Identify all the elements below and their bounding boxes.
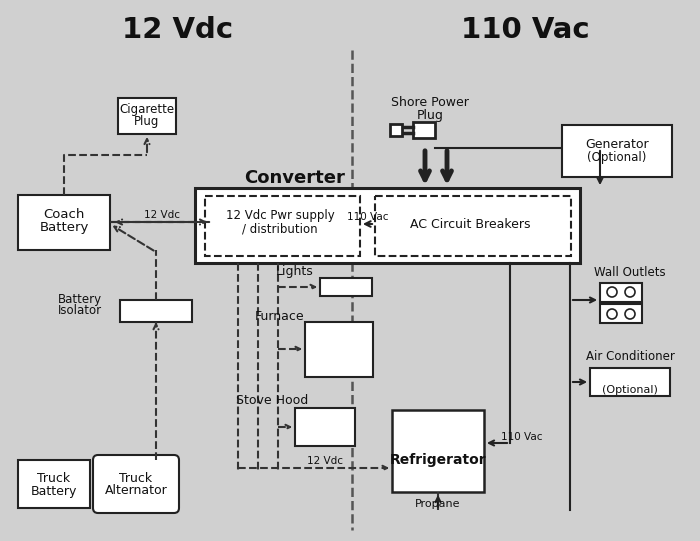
Circle shape <box>607 287 617 297</box>
Text: Truck: Truck <box>37 472 71 485</box>
Bar <box>392 410 484 492</box>
Text: Lights: Lights <box>276 265 314 278</box>
Bar <box>120 300 192 322</box>
Text: 12 Vdc: 12 Vdc <box>307 456 343 466</box>
Text: Furnace: Furnace <box>256 309 304 322</box>
Bar <box>118 98 176 134</box>
Text: Refrigerator: Refrigerator <box>390 453 486 467</box>
Text: 110 Vac: 110 Vac <box>347 212 388 222</box>
Bar <box>413 122 435 138</box>
Text: 12 Vdc: 12 Vdc <box>122 16 234 44</box>
Circle shape <box>625 309 635 319</box>
Bar <box>375 196 571 256</box>
Bar <box>205 196 360 256</box>
Text: Coach: Coach <box>43 208 85 221</box>
Text: Cigarette: Cigarette <box>120 103 174 116</box>
Text: Battery: Battery <box>39 221 89 234</box>
Text: / distribution: / distribution <box>242 222 318 235</box>
Text: Propane: Propane <box>415 499 461 509</box>
Text: Wall Outlets: Wall Outlets <box>594 266 666 279</box>
FancyBboxPatch shape <box>93 455 179 513</box>
Circle shape <box>625 287 635 297</box>
Bar <box>390 124 402 136</box>
Text: Isolator: Isolator <box>58 305 102 318</box>
Text: Truck: Truck <box>120 472 153 485</box>
Text: 12 Vdc: 12 Vdc <box>144 210 180 220</box>
Bar <box>195 188 580 263</box>
Bar <box>320 278 372 296</box>
Bar <box>18 460 90 508</box>
Text: AC Circuit Breakers: AC Circuit Breakers <box>410 217 531 230</box>
Text: 110 Vac: 110 Vac <box>501 432 542 442</box>
Text: Stove Hood: Stove Hood <box>236 394 308 407</box>
Text: Plug: Plug <box>416 109 443 122</box>
Text: Air Conditioner: Air Conditioner <box>586 349 674 362</box>
Bar <box>18 195 110 250</box>
Text: Battery: Battery <box>31 485 77 498</box>
Bar <box>305 322 373 377</box>
Text: Plug: Plug <box>134 115 160 129</box>
Text: Shore Power: Shore Power <box>391 96 469 109</box>
Text: Converter: Converter <box>244 169 345 187</box>
Text: (Optional): (Optional) <box>587 150 647 163</box>
Text: 12 Vdc Pwr supply: 12 Vdc Pwr supply <box>225 209 335 222</box>
Bar <box>562 125 672 177</box>
Bar <box>590 368 670 396</box>
Bar <box>600 304 642 323</box>
Text: Generator: Generator <box>585 137 649 150</box>
Circle shape <box>607 309 617 319</box>
Text: 110 Vac: 110 Vac <box>461 16 589 44</box>
Bar <box>295 408 355 446</box>
Text: Alternator: Alternator <box>104 485 167 498</box>
Bar <box>600 283 642 302</box>
Text: (Optional): (Optional) <box>602 385 658 395</box>
Text: Battery: Battery <box>58 293 102 306</box>
